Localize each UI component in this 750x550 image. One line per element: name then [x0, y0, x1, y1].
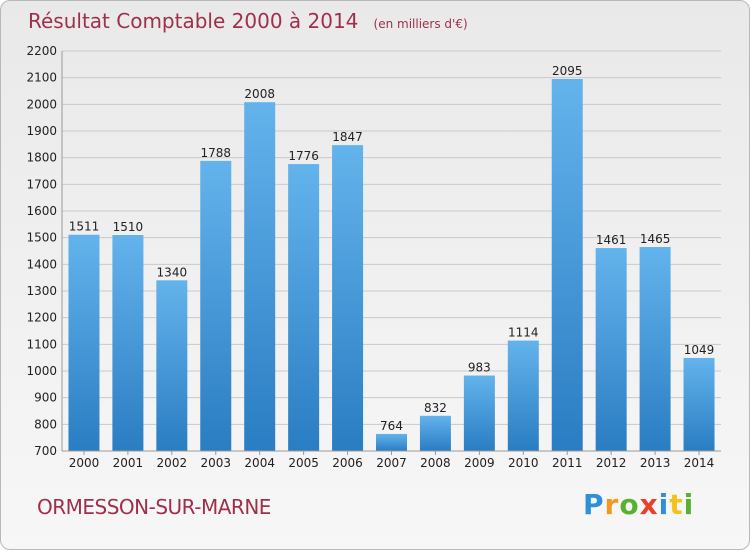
- x-tick-label: 2000: [69, 456, 100, 470]
- bar: [639, 247, 671, 451]
- bar: [68, 234, 100, 451]
- y-tick-label: 1200: [26, 311, 57, 325]
- bar: [376, 433, 407, 451]
- value-label: 1465: [640, 232, 671, 246]
- location-name: ORMESSON-SUR-MARNE: [37, 495, 271, 519]
- y-tick-label: 700: [34, 444, 57, 458]
- x-tick-label: 2007: [376, 456, 407, 470]
- value-label: 832: [424, 401, 447, 415]
- value-label: 1114: [508, 326, 539, 340]
- y-tick-label: 2000: [26, 97, 57, 111]
- y-tick-label: 1600: [26, 204, 57, 218]
- x-tick-label: 2012: [596, 456, 627, 470]
- bar: [288, 164, 320, 452]
- logo-letter: i: [658, 488, 670, 521]
- y-tick-label: 1000: [26, 364, 57, 378]
- y-tick-label: 800: [34, 417, 57, 431]
- title-row: Résultat Comptable 2000 à 2014 (en milli…: [28, 9, 468, 33]
- y-tick-label: 2100: [26, 71, 57, 85]
- value-label: 1340: [157, 265, 188, 279]
- value-label: 1461: [596, 233, 627, 247]
- value-label: 983: [468, 361, 491, 375]
- bar: [332, 145, 364, 451]
- labels-layer: 1511 1510 1340 1788 2008 1776 1847 764 832 983 111…: [69, 64, 715, 433]
- y-tick-label: 1100: [26, 337, 57, 351]
- bar: [244, 102, 276, 451]
- chart-subtitle: (en milliers d'€): [373, 17, 468, 31]
- logo-letter: x: [639, 488, 659, 521]
- y-tick-label: 1500: [26, 231, 57, 245]
- value-label: 1776: [288, 149, 319, 163]
- x-tick-label: 2014: [684, 456, 715, 470]
- x-tick-label: 2003: [200, 456, 231, 470]
- x-tick-label: 2004: [244, 456, 275, 470]
- value-label: 2008: [244, 87, 275, 101]
- chart-title: Résultat Comptable 2000 à 2014: [28, 9, 359, 33]
- logo-letter: P: [583, 488, 605, 521]
- x-tick-label: 2002: [157, 456, 188, 470]
- y-tick-label: 1800: [26, 151, 57, 165]
- value-label: 764: [380, 419, 403, 433]
- x-tick-label: 2006: [332, 456, 363, 470]
- value-label: 1049: [684, 343, 715, 357]
- bar: [463, 375, 495, 451]
- bar: [507, 340, 539, 451]
- bar: [156, 280, 188, 451]
- x-tick-label: 2008: [420, 456, 451, 470]
- y-tick-label: 2200: [26, 44, 57, 58]
- x-tick-label: 2011: [552, 456, 583, 470]
- y-tick-label: 1300: [26, 284, 57, 298]
- x-tick-label: 2005: [288, 456, 319, 470]
- value-label: 1788: [200, 146, 231, 160]
- bar: [200, 160, 232, 451]
- y-tick-label: 1900: [26, 124, 57, 138]
- logo-letter: t: [669, 488, 684, 521]
- x-tick-label: 2001: [113, 456, 144, 470]
- value-label: 1511: [69, 220, 100, 234]
- bar: [683, 357, 715, 451]
- value-label: 1510: [113, 220, 144, 234]
- x-tick-label: 2009: [464, 456, 495, 470]
- logo-letter: o: [619, 488, 640, 521]
- value-label: 1847: [332, 130, 363, 144]
- bar: [112, 235, 144, 451]
- bar: [551, 79, 583, 451]
- proxiti-logo[interactable]: Proxiti: [583, 488, 694, 521]
- value-label: 2095: [552, 64, 583, 78]
- bar: [419, 415, 451, 451]
- bars-layer: [68, 79, 715, 452]
- bar: [595, 248, 627, 451]
- y-tick-label: 1400: [26, 257, 57, 271]
- y-tick-label: 900: [34, 391, 57, 405]
- x-tick-label: 2013: [640, 456, 671, 470]
- logo-letter: r: [604, 488, 620, 521]
- axis-layer: 700 800 900 1000 1100 1200 1300 1400 1500 1600 170…: [26, 44, 721, 470]
- logo-letter: i: [683, 488, 695, 521]
- x-tick-label: 2010: [508, 456, 539, 470]
- y-tick-label: 1700: [26, 177, 57, 191]
